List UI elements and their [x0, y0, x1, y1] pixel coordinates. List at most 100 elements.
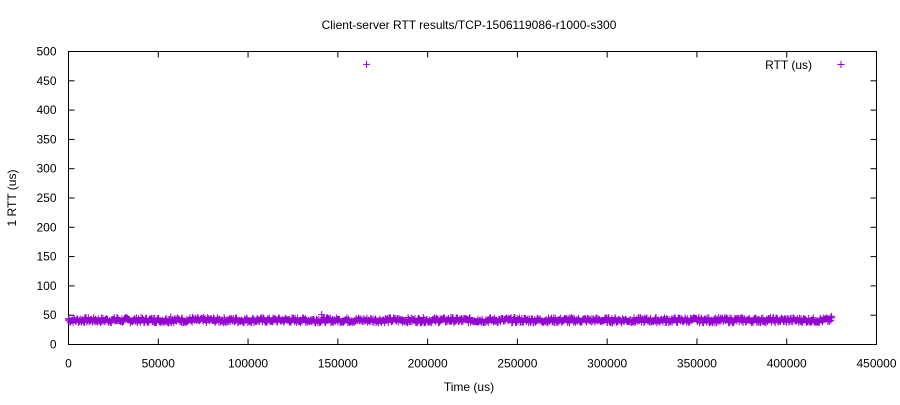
data-point: [549, 316, 557, 324]
y-tick-label: 500: [36, 45, 56, 59]
data-point: [695, 314, 703, 322]
data-point: [824, 315, 832, 323]
data-point: [199, 317, 207, 325]
data-point: [700, 316, 708, 324]
data-point: [565, 319, 573, 327]
data-point: [291, 318, 299, 326]
data-point: [129, 316, 137, 324]
data-point: [555, 318, 563, 326]
y-tick-label: 100: [36, 279, 56, 293]
data-point: [469, 317, 476, 325]
data-point: [409, 316, 417, 324]
data-point: [754, 315, 762, 323]
data-point: [743, 316, 751, 324]
data-point: [75, 317, 83, 325]
data-point: [210, 316, 218, 324]
data-point: [528, 316, 536, 324]
data-point: [323, 316, 331, 324]
data-point: [312, 315, 320, 323]
data-point: [420, 315, 428, 323]
y-tick-label: 400: [36, 103, 56, 117]
y-tick-label: 250: [36, 191, 56, 205]
data-point: [474, 315, 482, 323]
data-point: [808, 316, 816, 324]
data-point: [318, 311, 326, 319]
y-tick-label: 50: [43, 308, 57, 322]
data-point: [328, 318, 336, 326]
data-point: [366, 317, 374, 325]
data-points: [65, 60, 836, 327]
data-point: [587, 318, 595, 326]
data-point: [646, 316, 654, 324]
data-point: [124, 315, 132, 323]
data-point: [668, 316, 676, 324]
x-tick-label: 250000: [497, 357, 537, 371]
data-point: [517, 316, 525, 324]
data-point: [393, 315, 401, 323]
data-point: [544, 318, 552, 326]
data-point: [162, 315, 170, 323]
x-tick-label: 400000: [767, 357, 807, 371]
data-point: [495, 316, 503, 324]
data-point: [70, 316, 78, 324]
data-point: [377, 318, 385, 326]
data-point: [630, 318, 638, 326]
y-tick-label: 450: [36, 74, 56, 88]
data-point: [716, 317, 724, 325]
data-point: [657, 315, 665, 323]
data-point: [156, 317, 164, 325]
data-point: [759, 316, 767, 324]
data-point: [689, 315, 697, 323]
data-point: [237, 317, 245, 325]
x-tick-label: 50000: [142, 357, 176, 371]
data-point: [722, 315, 730, 323]
data-point: [296, 316, 304, 324]
data-point: [539, 317, 547, 325]
data-point: [819, 316, 827, 324]
data-point: [711, 316, 719, 324]
y-tick-label: 200: [36, 220, 56, 234]
data-point: [463, 316, 471, 324]
data-point: [258, 318, 266, 326]
data-point: [151, 314, 159, 322]
data-point: [334, 316, 342, 324]
data-point: [458, 318, 466, 326]
data-point: [343, 314, 351, 322]
data-point: [522, 318, 530, 326]
data-point: [398, 316, 406, 324]
data-point: [280, 316, 288, 324]
data-point: [231, 314, 239, 322]
data-point: [118, 317, 126, 325]
data-point: [388, 317, 396, 325]
data-point: [506, 315, 514, 323]
x-tick-label: 100000: [228, 357, 268, 371]
data-point: [113, 314, 121, 322]
data-point: [363, 60, 371, 68]
data-point: [582, 316, 590, 324]
data-point: [415, 317, 423, 325]
data-point: [605, 314, 613, 322]
data-point: [97, 318, 105, 326]
data-point: [479, 318, 487, 326]
data-point: [609, 316, 617, 324]
data-point: [167, 313, 175, 321]
data-point: [533, 315, 541, 323]
data-point: [771, 319, 779, 327]
legend: RTT (us): [765, 58, 845, 72]
data-point: [619, 316, 627, 324]
data-point: [765, 315, 773, 323]
data-point: [350, 318, 358, 326]
data-point: [797, 315, 805, 323]
x-tick-label: 200000: [408, 357, 448, 371]
data-point: [512, 318, 520, 326]
y-axis-label: 1 RTT (us): [5, 170, 19, 227]
data-point: [221, 318, 229, 326]
data-point: [178, 315, 186, 323]
chart-title: Client-server RTT results/TCP-1506119086…: [322, 18, 617, 32]
y-tick-label: 350: [36, 132, 56, 146]
data-point: [188, 314, 196, 322]
data-point: [81, 314, 89, 322]
x-tick-label: 450000: [856, 357, 896, 371]
